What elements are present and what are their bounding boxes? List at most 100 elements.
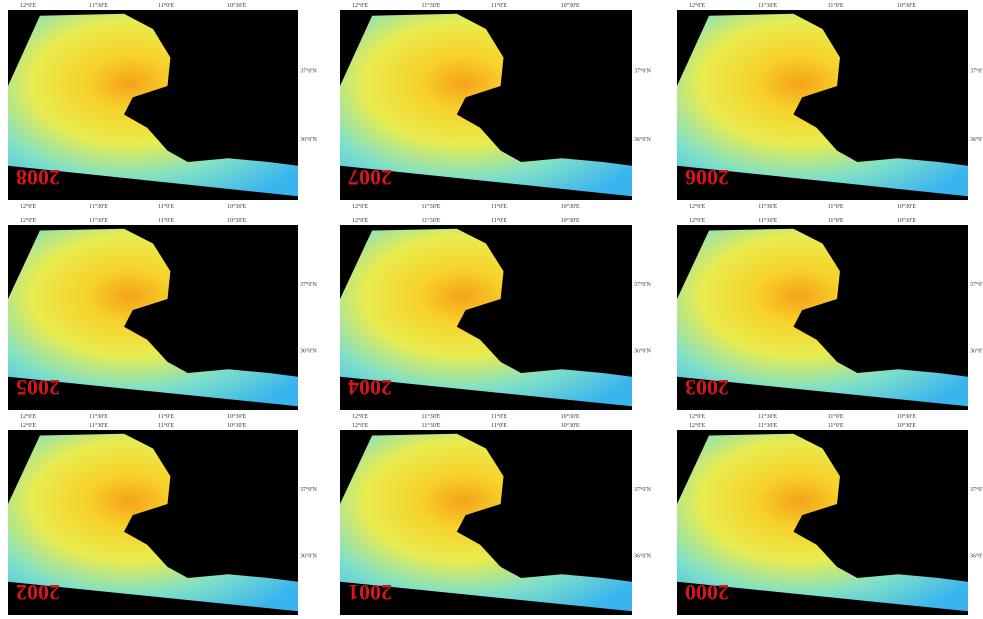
lon-label: 11°30'E [89,217,108,224]
year-label: 2002 [16,580,60,605]
lon-label: 11°0'E [491,422,507,429]
lon-label: 10°30'E [897,203,916,210]
lon-label: 10°30'E [897,217,916,224]
map-panel: 12°0'E 12°0'E 11°30'E 11°30'E 11°0'E 11°0'E 10… [8,217,317,420]
lat-label: 36°0'N [300,136,317,143]
map-panel: 12°0'E12°0'E11°30'E11°30'E11°0'E11°0'E10… [340,2,651,210]
lon-label: 12°0'E [352,203,368,210]
lat-label: 37°0'N [970,486,983,493]
lon-label: 10°30'E [897,413,916,420]
year-label: 2000 [685,580,729,605]
lat-label: 36°0'N [634,136,651,143]
lon-label: 11°0'E [158,2,174,9]
lon-label: 11°30'E [422,2,441,9]
lon-label: 11°30'E [758,217,777,224]
lat-label: 37°0'N [300,486,317,493]
map-panel: 12°0'E12°0'E11°30'E11°30'E11°0'E11°0'E10… [677,2,983,210]
year-label: 2006 [685,165,729,190]
lon-label: 11°30'E [422,422,441,429]
lon-label: 11°0'E [158,217,174,224]
lon-label: 11°0'E [828,422,844,429]
lon-label: 11°30'E [89,422,108,429]
lat-label: 36°0'N [300,348,317,355]
sea-surface [677,228,968,407]
lon-label: 12°0'E [20,413,36,420]
lat-label: 37°0'N [634,68,651,75]
sea-surface [8,13,298,197]
lon-label: 11°30'E [89,203,108,210]
map-panel: 12°0'E12°0'E11°30'E11°30'E11°0'E11°0'E10… [8,422,317,619]
lon-label: 11°0'E [158,203,174,210]
lon-label: 10°30'E [227,413,246,420]
lat-label: 37°0'N [970,68,983,75]
lon-label: 11°0'E [158,422,174,429]
lon-label: 10°30'E [227,217,246,224]
lon-label: 12°0'E [689,413,705,420]
lon-label: 12°0'E [689,2,705,9]
year-label: 2008 [16,165,60,190]
sea-surface [340,13,632,197]
lat-label: 37°0'N [634,281,651,288]
map-panel: 12°0'E 12°0'E 11°30'E 11°30'E 11°0'E 11°0'E 10… [8,2,317,210]
lon-label: 11°0'E [828,203,844,210]
lon-label: 11°30'E [89,2,108,9]
year-label: 2005 [16,375,60,400]
lon-label: 10°30'E [897,422,916,429]
year-label: 2001 [348,580,392,605]
sea-surface [8,433,298,612]
lat-label: 36°0'N [300,553,317,560]
lon-label: 11°0'E [491,217,507,224]
lon-label: 11°30'E [422,413,441,420]
year-label: 2004 [348,375,392,400]
lon-label: 11°0'E [828,217,844,224]
lon-label: 10°30'E [897,2,916,9]
lon-label: 10°30'E [561,2,580,9]
lat-label: 37°0'N [300,281,317,288]
lon-label: 12°0'E [20,422,36,429]
lon-label: 11°30'E [422,217,441,224]
lon-label: 12°0'E [20,217,36,224]
lon-label: 10°30'E [227,422,246,429]
lon-label: 11°30'E [758,422,777,429]
map-panel: 12°0'E12°0'E11°30'E11°30'E11°0'E11°0'E10… [340,217,651,420]
lon-label: 12°0'E [20,2,36,9]
sea-surface [677,433,968,612]
lon-label: 11°30'E [422,203,441,210]
year-label: 2007 [348,165,392,190]
lat-label: 36°0'N [970,348,983,355]
lon-label: 11°30'E [758,413,777,420]
lon-label: 12°0'E [20,203,36,210]
lat-label: 37°0'N [970,281,983,288]
lon-label: 11°0'E [828,2,844,9]
lon-label: 12°0'E [689,203,705,210]
sea-surface [340,228,632,407]
lon-label: 10°30'E [561,413,580,420]
lat-label: 36°0'N [634,348,651,355]
map-panel: 12°0'E12°0'E11°30'E11°30'E11°0'E11°0'E10… [340,422,651,619]
lon-label: 12°0'E [689,422,705,429]
lon-label: 11°30'E [758,203,777,210]
lon-label: 10°30'E [561,203,580,210]
map-panel: 12°0'E12°0'E11°30'E11°30'E11°0'E11°0'E10… [677,217,983,420]
lon-label: 10°30'E [227,203,246,210]
year-label: 2003 [685,375,729,400]
lon-label: 10°30'E [561,217,580,224]
lat-label: 36°0'N [970,136,983,143]
lat-label: 37°0'N [634,486,651,493]
lat-label: 36°0'N [634,553,651,560]
lon-label: 12°0'E [352,413,368,420]
lon-label: 11°0'E [828,413,844,420]
lon-label: 12°0'E [352,2,368,9]
lon-label: 10°30'E [561,422,580,429]
lon-label: 11°0'E [491,2,507,9]
lon-label: 10°30'E [227,2,246,9]
lon-label: 12°0'E [352,217,368,224]
sea-surface [340,433,632,612]
lat-label: 36°0'N [970,553,983,560]
lon-label: 11°30'E [89,413,108,420]
lon-label: 12°0'E [352,422,368,429]
lon-label: 11°0'E [158,413,174,420]
map-panel: 12°0'E12°0'E11°30'E11°30'E11°0'E11°0'E10… [677,422,983,619]
lat-label: 37°0'N [300,68,317,75]
